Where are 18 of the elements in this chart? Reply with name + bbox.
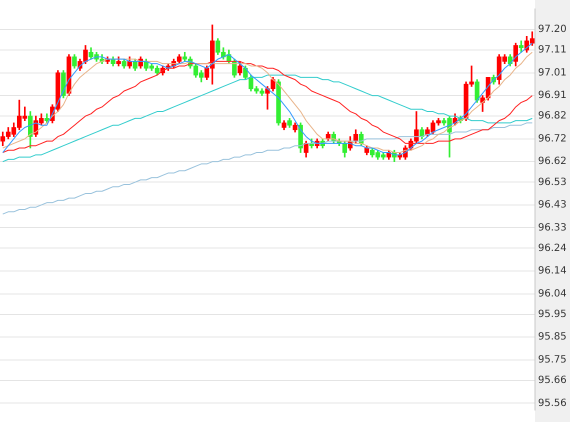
y-tick-label: 97.11 bbox=[538, 44, 567, 56]
y-tick-label: 96.33 bbox=[538, 222, 567, 234]
y-tick-label: 96.82 bbox=[538, 110, 567, 122]
y-tick-label: 96.24 bbox=[538, 242, 567, 254]
y-tick-label: 95.95 bbox=[538, 308, 567, 320]
y-tick-label: 96.53 bbox=[538, 176, 567, 188]
y-tick-label: 96.43 bbox=[538, 200, 567, 211]
y-tick-label: 96.72 bbox=[538, 133, 567, 144]
y-tick-label: 95.75 bbox=[538, 354, 567, 366]
y-tick-label: 97.20 bbox=[538, 24, 567, 36]
y-tick-label: 96.14 bbox=[538, 266, 567, 277]
y-tick-label: 95.56 bbox=[538, 398, 567, 409]
y-tick-label: 96.04 bbox=[538, 288, 567, 300]
y-tick-label: 96.91 bbox=[538, 90, 567, 102]
y-tick-label: 97.01 bbox=[538, 67, 567, 78]
y-tick-label: 96.62 bbox=[538, 156, 567, 168]
y-tick-label: 95.85 bbox=[538, 332, 567, 343]
y-tick-label: 95.66 bbox=[538, 374, 567, 386]
